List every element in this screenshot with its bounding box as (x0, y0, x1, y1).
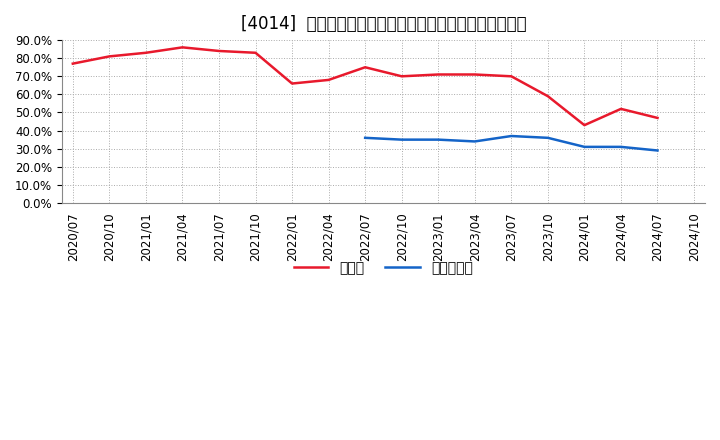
現鄰金 (68, 61, 77, 66)
現鄰金 (251, 50, 260, 55)
Legend: 現鄰金, 有利子負債: 現鄰金, 有利子負債 (288, 256, 479, 281)
有利子負債 (434, 137, 443, 142)
現鄰金 (324, 77, 333, 83)
現鄰金 (544, 94, 552, 99)
有利子負債 (653, 148, 662, 153)
現鄰金 (434, 72, 443, 77)
有利子負債 (397, 137, 406, 142)
Line: 現鄰金: 現鄰金 (73, 48, 657, 125)
有利子負債 (580, 144, 589, 150)
現鄰金 (507, 73, 516, 79)
Line: 有利子負債: 有利子負債 (365, 136, 657, 150)
現鄰金 (105, 54, 114, 59)
現鄰金 (142, 50, 150, 55)
現鄰金 (653, 115, 662, 121)
現鄰金 (361, 65, 369, 70)
現鄰金 (580, 122, 589, 128)
有利子負債 (470, 139, 479, 144)
現鄰金 (288, 81, 297, 86)
現鄰金 (397, 73, 406, 79)
Title: [4014]  現鄱金、有利子負債の総資産に対する比率の推移: [4014] 現鄱金、有利子負債の総資産に対する比率の推移 (240, 15, 526, 33)
有利子負債 (544, 135, 552, 140)
現鄰金 (178, 45, 186, 50)
有利子負債 (361, 135, 369, 140)
現鄰金 (470, 72, 479, 77)
有利子負債 (616, 144, 625, 150)
有利子負債 (507, 133, 516, 139)
現鄰金 (616, 106, 625, 111)
現鄰金 (215, 48, 223, 54)
